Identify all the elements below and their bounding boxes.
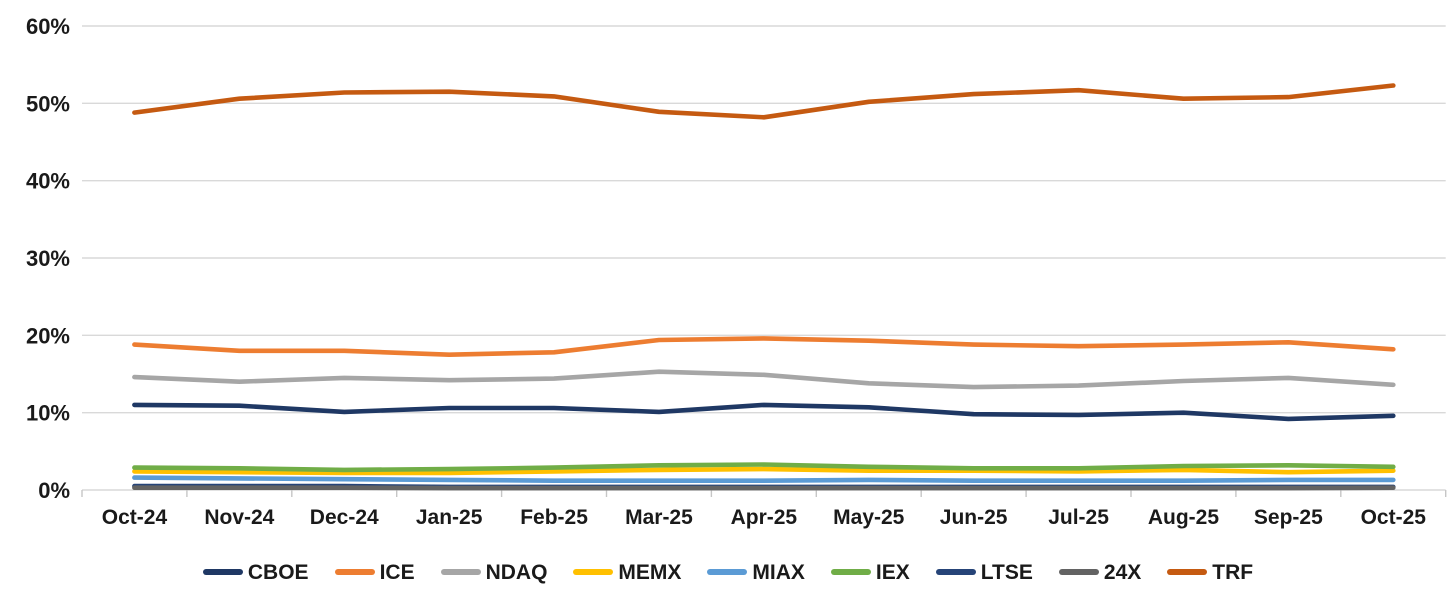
- x-axis-tick-label: May-25: [833, 506, 905, 529]
- legend-label: NDAQ: [485, 560, 548, 584]
- x-axis-tick-label: Dec-24: [310, 506, 379, 529]
- legend-swatch-ice: [334, 569, 375, 575]
- x-axis-tick-label: Oct-25: [1361, 506, 1427, 529]
- legend-item-iex: IEX: [830, 560, 910, 584]
- legend-swatch-miax: [707, 569, 748, 575]
- y-axis-tick-label: 30%: [26, 246, 70, 271]
- series-line-memx: [132, 466, 1396, 476]
- y-axis-tick-label: 10%: [26, 401, 70, 426]
- chart-legend: CBOE ICE NDAQ MEMX MIAX IEX LTSE 24X TRF: [0, 548, 1456, 596]
- x-axis-tick-label: Aug-25: [1148, 506, 1219, 529]
- x-axis-tick-label: Feb-25: [520, 506, 588, 529]
- series-line-cboe: [132, 402, 1396, 422]
- legend-item-ltse: LTSE: [935, 560, 1033, 584]
- legend-item-ndaq: NDAQ: [440, 560, 548, 584]
- legend-item-cboe: CBOE: [202, 560, 309, 584]
- legend-item-trf: TRF: [1167, 562, 1253, 583]
- y-axis-tick-label: 40%: [26, 169, 70, 194]
- legend-swatch-memx: [573, 569, 614, 575]
- x-axis-tick-label: Oct-24: [102, 506, 168, 529]
- x-axis-tick-label: Jun-25: [940, 506, 1008, 529]
- y-axis-tick-label: 60%: [26, 14, 70, 39]
- series-line-trf: [132, 83, 1396, 120]
- series-line-miax: [132, 475, 1396, 484]
- x-axis-tick-label: Jul-25: [1048, 506, 1109, 529]
- legend-item-24x: 24X: [1058, 560, 1142, 584]
- legend-label: 24X: [1103, 560, 1142, 584]
- y-axis-tick-label: 50%: [26, 91, 70, 116]
- x-axis-tick-label: Sep-25: [1254, 506, 1323, 529]
- legend-item-miax: MIAX: [707, 562, 805, 583]
- series-line-iex: [132, 462, 1396, 473]
- y-axis-tick-label: 20%: [26, 323, 70, 348]
- chart-canvas: 0% 10% 20% 30% 40% 50% 60% Oct-24 Nov-24 Dec-24 Ja…: [26, 14, 1447, 529]
- legend-label: CBOE: [247, 560, 309, 584]
- legend-label: LTSE: [980, 560, 1033, 584]
- legend-label: MIAX: [752, 560, 805, 584]
- legend-swatch-iex: [830, 569, 871, 575]
- x-axis-tick-label: Apr-25: [731, 506, 798, 529]
- y-axis-tick-label: 0%: [38, 478, 70, 503]
- legend-swatch-ltse: [935, 569, 976, 575]
- legend-label: MEMX: [618, 560, 682, 584]
- legend-label: ICE: [379, 560, 415, 584]
- legend-item-ice: ICE: [334, 560, 415, 584]
- series-line-ice: [132, 336, 1396, 358]
- legend-swatch-24x: [1058, 569, 1099, 575]
- legend-swatch-cboe: [202, 569, 243, 575]
- legend-label: IEX: [875, 560, 910, 584]
- legend-swatch-trf: [1167, 569, 1208, 575]
- x-axis-tick-label: Nov-24: [204, 506, 274, 529]
- legend-swatch-ndaq: [440, 569, 481, 575]
- legend-label: TRF: [1212, 560, 1254, 584]
- x-axis-tick-label: Mar-25: [625, 506, 693, 529]
- series-line-ndaq: [132, 369, 1396, 390]
- x-axis-tick-label: Jan-25: [416, 506, 483, 529]
- legend-item-memx: MEMX: [573, 562, 681, 583]
